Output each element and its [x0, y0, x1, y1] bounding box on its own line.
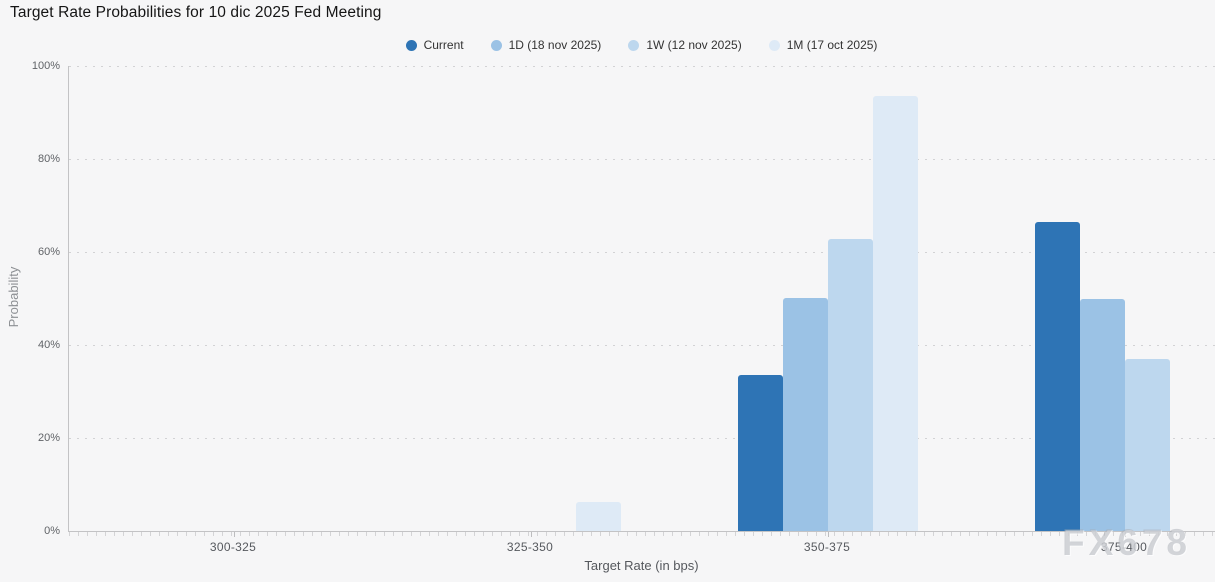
legend-item-label: 1D (18 nov 2025): [508, 38, 602, 52]
y-tick-label: 40%: [37, 339, 60, 351]
legend-item-s2[interactable]: 1W (12 nov 2025): [628, 38, 742, 52]
gridline: [69, 438, 1215, 439]
y-tick-label: 100%: [31, 60, 60, 72]
x-tick-label: 325-350: [506, 540, 554, 554]
legend-dot-icon: [768, 39, 780, 51]
legend-item-s1[interactable]: 1D (18 nov 2025): [490, 38, 602, 52]
legend-dot-icon: [405, 39, 417, 51]
legend-dot-icon: [628, 39, 640, 51]
x-axis-tick: [828, 532, 829, 537]
y-tick-label: 80%: [37, 153, 60, 165]
legend-dot-icon: [490, 39, 502, 51]
gridline: [69, 252, 1215, 253]
x-axis-tick: [1125, 532, 1126, 537]
bar-350-375-series0[interactable]: [738, 375, 783, 531]
gridline: [69, 66, 1215, 67]
legend-item-current[interactable]: Current: [405, 38, 464, 52]
bar-350-375-series2[interactable]: [828, 239, 873, 531]
legend-item-s3[interactable]: 1M (17 oct 2025): [768, 38, 878, 52]
bar-325-350-series3[interactable]: [576, 502, 621, 531]
x-tick-label: 350-375: [803, 540, 851, 554]
y-axis-title: Probability: [6, 266, 21, 328]
chart-title: Target Rate Probabilities for 10 dic 202…: [10, 4, 382, 21]
legend-item-label: Current: [423, 38, 464, 52]
legend-item-label: 1W (12 nov 2025): [646, 38, 742, 52]
plot-area: [68, 66, 1215, 537]
bar-375-400-series2[interactable]: [1125, 359, 1170, 531]
x-axis-minor-ticks: [69, 532, 1215, 536]
legend-item-label: 1M (17 oct 2025): [786, 38, 878, 52]
y-tick-label: 20%: [37, 432, 60, 444]
x-axis-tick: [531, 532, 532, 537]
x-axis-tick: [234, 532, 235, 537]
bar-350-375-series3[interactable]: [873, 96, 918, 531]
bar-350-375-series1[interactable]: [783, 298, 828, 531]
y-tick-label: 0%: [44, 525, 60, 537]
x-tick-label: 300-325: [209, 540, 257, 554]
legend: Current 1D (18 nov 2025) 1W (12 nov 2025) 1…: [68, 36, 1215, 54]
bar-375-400-series0[interactable]: [1035, 222, 1080, 531]
x-tick-label: 375-400: [1100, 540, 1148, 554]
x-axis-title: Target Rate (in bps): [584, 558, 699, 573]
bar-375-400-series1[interactable]: [1080, 299, 1125, 531]
gridline: [69, 345, 1215, 346]
gridline: [69, 159, 1215, 160]
y-tick-label: 60%: [37, 246, 60, 258]
